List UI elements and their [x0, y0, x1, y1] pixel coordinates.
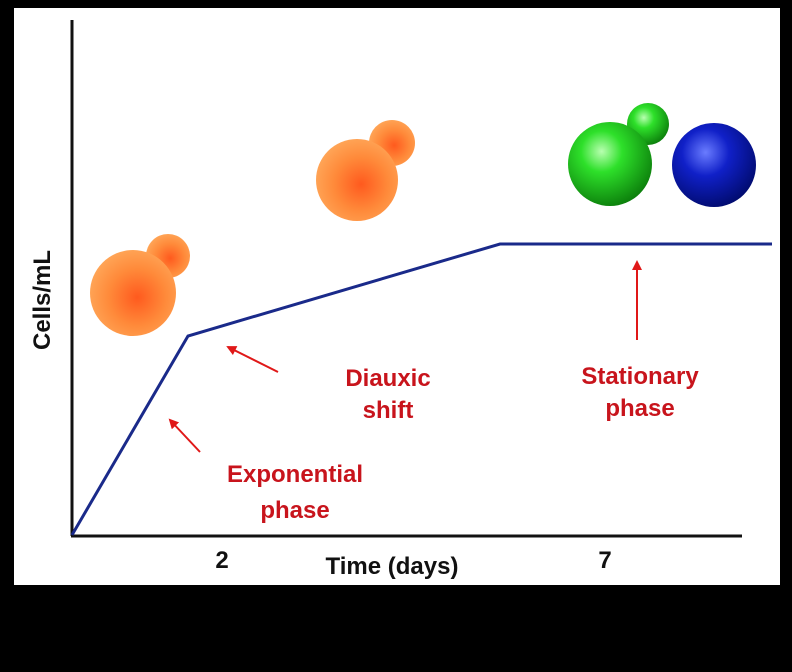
- annotation-line: Exponential: [227, 461, 363, 488]
- annotation-line: Stationary: [581, 363, 699, 390]
- annotation-line: Diauxic: [345, 365, 430, 392]
- x-axis-label: Time (days): [326, 553, 459, 580]
- annotation-line: phase: [605, 395, 674, 422]
- x-tick-label: 7: [598, 547, 611, 574]
- annotation-line: shift: [363, 397, 414, 424]
- page: {"diagram": { "y_axis_label": "Cells/mL"…: [0, 0, 792, 672]
- x-tick-label: 2: [215, 547, 228, 574]
- y-axis-label: Cells/mL: [29, 250, 56, 350]
- annotation-line: phase: [260, 497, 329, 524]
- diagram: Cells/mL Time (days) 2 7 Exponential pha…: [0, 0, 792, 672]
